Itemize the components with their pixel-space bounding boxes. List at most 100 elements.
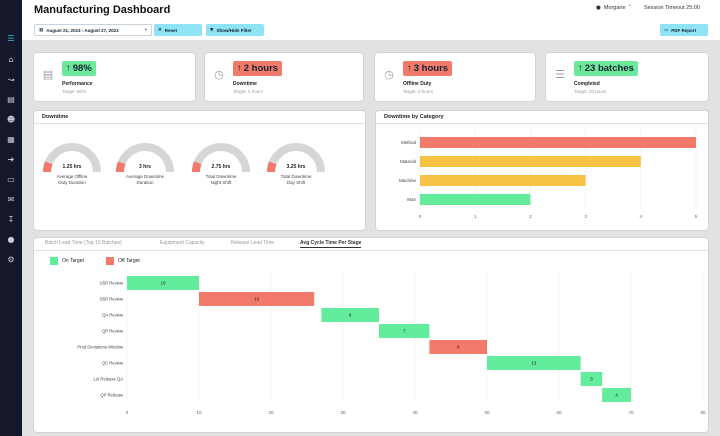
tab-equipment-capacity[interactable]: Equipment Capacity [160, 240, 205, 246]
gauge-track [116, 143, 174, 173]
stage-label: Lot Release QA [93, 377, 123, 382]
category-bar [420, 137, 696, 148]
category-label: Material [400, 159, 416, 164]
panel-title: Downtime [34, 111, 365, 124]
stage-label: DSP Review [100, 297, 124, 302]
bar-chart-icon[interactable]: ▤ [7, 95, 15, 104]
gauge-value: 2.75 hrs [212, 164, 231, 170]
chat-icon[interactable]: ✉ [7, 195, 15, 204]
gauge-track [43, 143, 101, 173]
stage-bar [429, 340, 487, 354]
stage-label: QP Release [100, 393, 123, 398]
tab-release-lead-time[interactable]: Release Lead Time [231, 240, 275, 246]
gauge-label: Duty Duration [58, 180, 86, 185]
user-icon: ● [596, 5, 601, 11]
chart-icon[interactable]: ↝ [7, 75, 15, 84]
legend-on-target[interactable]: On Target [44, 255, 90, 266]
stage-duration-label: 10 [160, 281, 166, 286]
filter-label: Show/Hide Filter [216, 27, 252, 33]
kpi-label: Offline Duty [403, 81, 432, 87]
gauge-fill [116, 161, 126, 173]
stage-label: USP Review [100, 281, 124, 286]
category-bar [420, 175, 586, 186]
stage-label: Prod Deviations Window [77, 345, 124, 350]
user-menu[interactable]: ● Morgane ˅ [596, 5, 631, 11]
arrow-up-icon: ↑ [66, 63, 71, 74]
date-range-picker[interactable]: ▦ August 21, 2023 - August 27, 2023 ▾ [34, 24, 152, 36]
gauge-label: Night Shift [211, 180, 233, 185]
x-tick-label: 80 [700, 410, 706, 415]
header: Manufacturing Dashboard ● Morgane ˅ Sess… [22, 0, 720, 40]
gauge-value: 3 hrs [139, 164, 151, 170]
downtime-panel: Downtime 1.25 hrs Average Offline Duty Dur… [33, 110, 366, 231]
stage-bar [487, 356, 581, 370]
kpi-value-text: 23 batches [584, 63, 634, 74]
kpi-value: ↑ 3 hours [403, 61, 453, 76]
document-icon[interactable]: ▭ [7, 175, 15, 184]
pdf-report-button[interactable]: ▭ PDF Report [660, 24, 708, 36]
user-icon[interactable]: ● [7, 235, 15, 244]
gauge-value: 1.25 hrs [63, 164, 82, 170]
calendar-icon[interactable]: ▦ [7, 135, 15, 144]
category-label: Method [401, 140, 417, 145]
tab-avg-cycle-time[interactable]: Avg Cycle Time Per Stage [300, 240, 362, 248]
cycle-time-panel: Batch Lead Time (Top 10 Batches) Equipme… [33, 237, 709, 433]
cycle-time-chart: 0 10 20 30 40 50 60 70 80 USP Review 10 DSP Review 1… [77, 275, 706, 415]
bar-chart-icon: ▤ [42, 68, 54, 81]
stage-bar [127, 276, 199, 290]
stage-bar [199, 292, 315, 306]
kpi-card-offline-duty: ◷ ↑ 3 hours Offline Duty Target: 0 hours [374, 52, 536, 102]
kpi-label: Completed [574, 81, 600, 87]
reset-label: Reset [164, 27, 178, 33]
category-label: Man [407, 197, 416, 202]
home-icon[interactable]: ⌂ [8, 55, 14, 64]
kpi-value-text: 98% [72, 63, 92, 74]
kpi-label: Performance [62, 81, 93, 87]
person-icon[interactable]: ☻ [6, 115, 16, 124]
x-tick-label: 50 [484, 410, 490, 415]
filter-icon: ▼ [210, 27, 214, 33]
x-tick-label: 30 [340, 410, 346, 415]
stage-duration-label: 16 [254, 297, 260, 302]
reset-button[interactable]: ✕ Reset [154, 24, 202, 36]
stage-duration-label: 8 [457, 345, 460, 350]
panel-title: Downtime by Category [376, 111, 708, 124]
downtime-category-chart: 0 1 2 3 4 5 Method Material Machine Man [399, 129, 698, 219]
user-name: Morgane [603, 5, 626, 11]
gauge-fill [267, 161, 277, 173]
x-tick-label: 0 [419, 214, 422, 219]
layers-icon: ☰ [555, 68, 565, 81]
arrow-up-icon: ↑ [578, 63, 583, 74]
settings-icon[interactable]: ⚙ [7, 255, 15, 264]
x-tick-label: 0 [126, 410, 129, 415]
stage-bar [580, 372, 603, 386]
dropdown-icon: ▾ [144, 27, 147, 32]
x-tick-label: 5 [695, 214, 698, 219]
login-icon[interactable]: ➜ [7, 155, 15, 164]
legend-swatch-on [50, 256, 58, 265]
gauge-fill [43, 161, 53, 173]
x-tick-label: 20 [268, 410, 274, 415]
gauge-label: Average Downtime [126, 174, 164, 179]
kpi-value: ↑ 98% [62, 61, 96, 76]
stage-duration-label: 3 [590, 377, 593, 382]
gauge-value: 3.25 hrs [287, 164, 306, 170]
stage-label: QC Review [102, 361, 124, 366]
x-tick-label: 40 [412, 410, 418, 415]
stage-duration-label: 4 [615, 393, 618, 398]
tab-batch-lead-time[interactable]: Batch Lead Time (Top 10 Batches) [45, 240, 122, 246]
category-label: Machine [399, 178, 417, 183]
kpi-card-performance: ▤ ↑ 98% Performance Target: 90% [33, 52, 196, 102]
show-hide-filter-button[interactable]: ▼ Show/Hide Filter [206, 24, 264, 36]
gauge-track [267, 143, 325, 173]
kpi-label: Downtime [233, 81, 257, 87]
menu-icon[interactable]: ☰ [7, 34, 15, 43]
date-range-value: August 21, 2023 - August 27, 2023 [46, 27, 119, 33]
download-icon[interactable]: ↧ [7, 215, 15, 224]
kpi-value: ↑ 23 batches [574, 61, 638, 76]
calendar-icon: ▦ [39, 27, 44, 33]
x-tick-label: 70 [628, 410, 634, 415]
x-tick-label: 2 [529, 214, 532, 219]
legend-off-target[interactable]: Off Target [100, 255, 146, 266]
